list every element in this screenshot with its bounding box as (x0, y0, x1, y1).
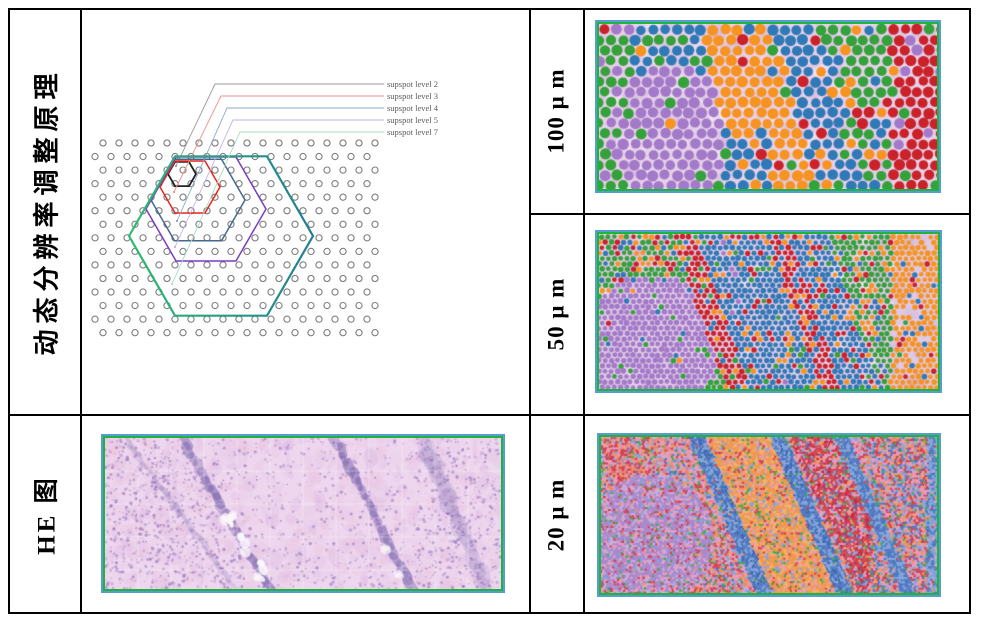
res-100um-text: 100 μ m (543, 67, 569, 154)
he-stain-image (105, 438, 501, 589)
row-label-principle: 动态分辨率调整原理 (10, 10, 80, 412)
table-vline-left-label (80, 8, 82, 614)
row-label-50um: 50 μ m (531, 215, 582, 412)
row-label-20um: 20 μ m (531, 416, 582, 613)
table-hline-right-row1 (529, 213, 971, 215)
row-label-100um: 100 μ m (531, 10, 582, 211)
svg-text:supspot level 2: supspot level 2 (387, 79, 438, 89)
he-label-text: HE 图 (34, 474, 61, 555)
res-20um-text: 20 μ m (543, 478, 569, 551)
res-50um-text: 50 μ m (543, 277, 569, 350)
spots-50um-image (599, 234, 938, 389)
row-label-he: HE 图 (10, 416, 80, 613)
principle-label-text: 动态分辨率调整原理 (32, 66, 62, 356)
panel-100um-frame (595, 20, 941, 193)
supspot-level-diagram: supspot level 2 supspot level 3 supspot le… (91, 79, 439, 337)
panel-50um-frame (595, 230, 942, 393)
table-vline-center (529, 8, 531, 614)
panel-he-frame (101, 434, 505, 593)
svg-text:supspot level 5: supspot level 5 (387, 115, 438, 125)
svg-text:supspot level 3: supspot level 3 (387, 91, 438, 101)
spots-100um-image (599, 24, 937, 189)
panel-20um-frame (597, 433, 941, 597)
table-vline-right-label (583, 8, 585, 614)
table-hline-middle (8, 414, 971, 416)
spots-20um-image (601, 437, 937, 593)
svg-text:supspot level 7: supspot level 7 (387, 127, 438, 137)
svg-text:supspot level 4: supspot level 4 (387, 103, 439, 113)
table-outer-border (8, 8, 971, 614)
